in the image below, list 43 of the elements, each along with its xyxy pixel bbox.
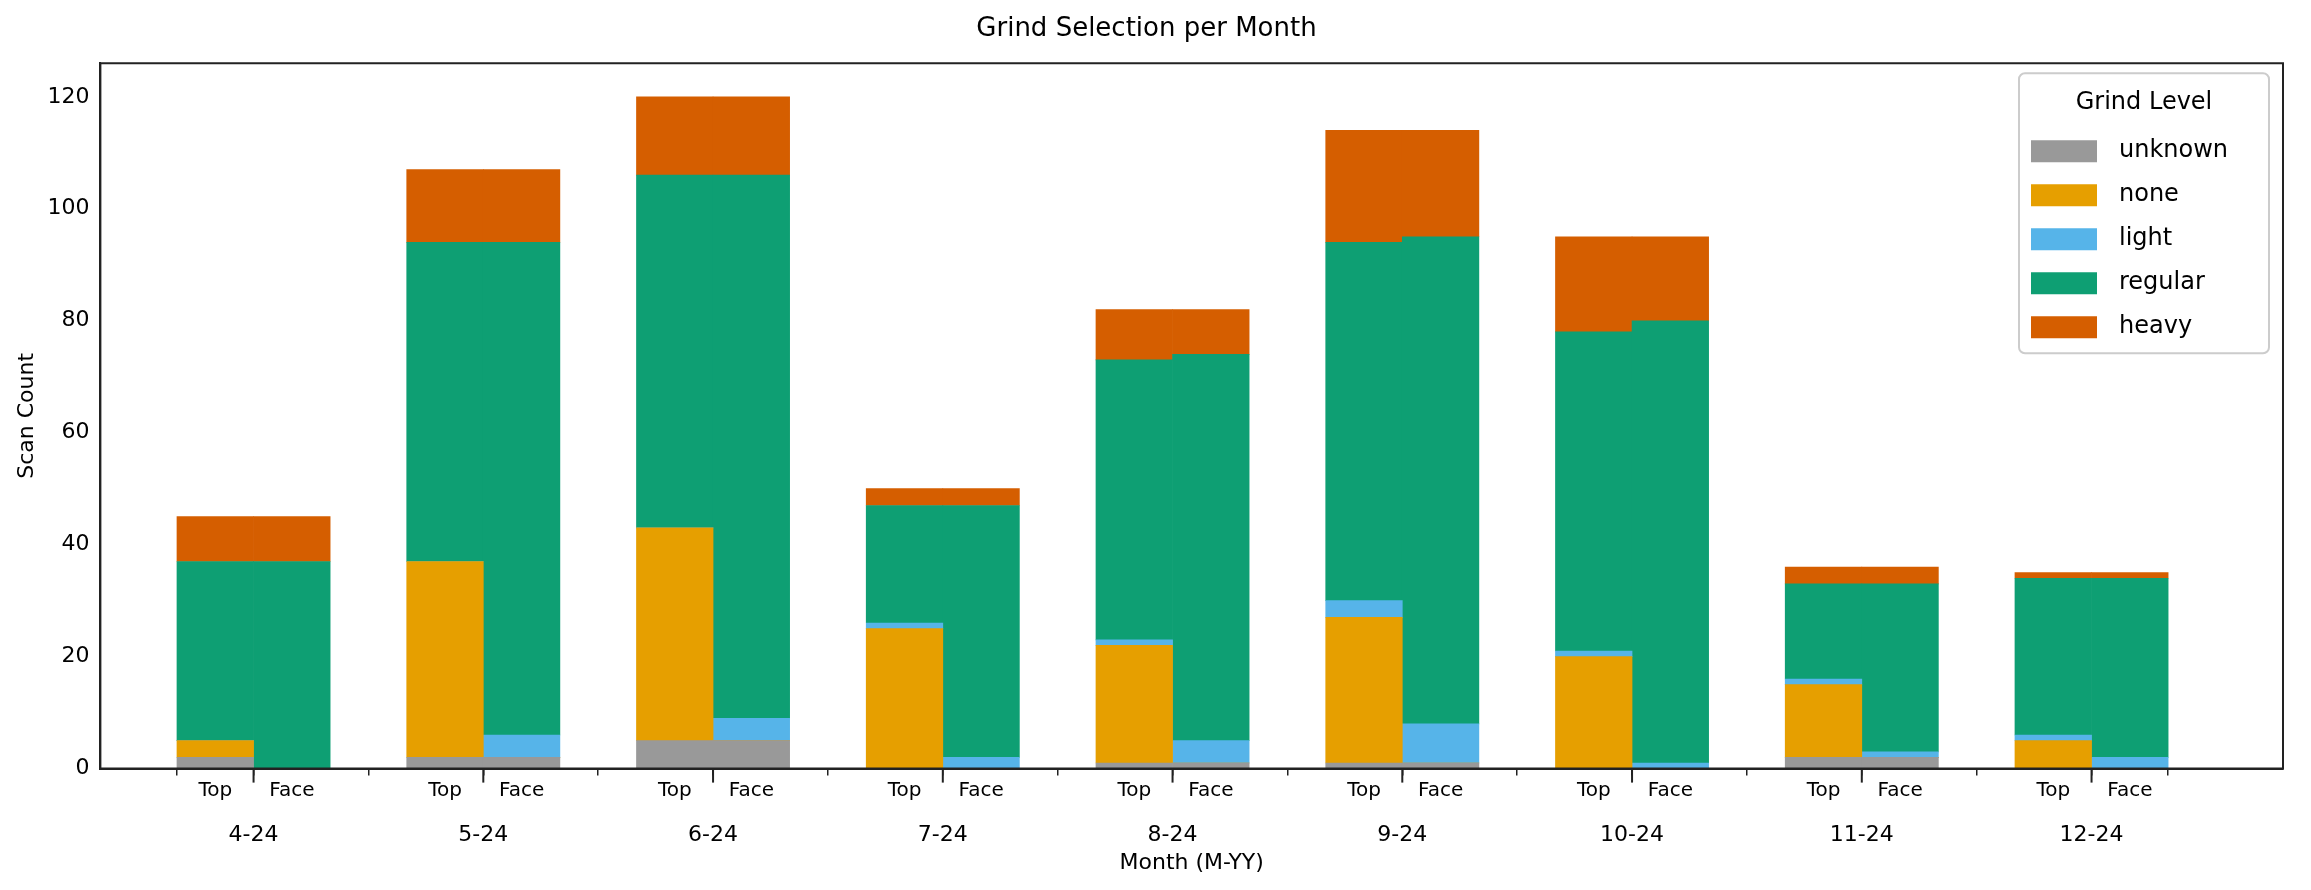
legend-label: regular <box>2119 267 2205 296</box>
legend-label: unknown <box>2119 135 2229 164</box>
text: 11-24 <box>1829 821 1894 847</box>
y-tick-label: 0 <box>75 754 90 780</box>
x-tick-label: Face <box>958 776 1004 801</box>
y-tick-label: 100 <box>47 194 90 220</box>
text: 6-24 <box>688 821 739 847</box>
x-tick-label: Face <box>1647 776 1693 801</box>
text: 9-24 <box>1377 821 1428 847</box>
x-tick-label: Top <box>1805 776 1841 801</box>
x-tick-label: Face <box>1188 776 1234 801</box>
legend-label: none <box>2119 179 2179 208</box>
x-tick-label: Top <box>197 776 233 801</box>
x-tick-label: Top <box>1575 776 1611 801</box>
y-tick-label: 20 <box>61 642 90 668</box>
x-tick-label: Face <box>728 776 774 801</box>
x-tick-label: Face <box>2107 776 2153 801</box>
legend-title: Grind Level <box>2075 87 2213 116</box>
x-tick-label: Top <box>886 776 922 801</box>
x-tick-label: Top <box>1346 776 1381 801</box>
text: 7-24 <box>917 821 968 847</box>
y-tick-label: 80 <box>61 306 90 332</box>
legend-label: light <box>2119 223 2173 252</box>
text: 4-24 <box>228 821 279 847</box>
y-axis-title: Scan Count <box>12 352 38 479</box>
chart-title: Grind Selection per Month <box>976 12 1317 43</box>
legend-label: heavy <box>2119 311 2193 340</box>
x-tick-label: Top <box>1116 776 1152 801</box>
x-tick-label: Top <box>656 776 692 801</box>
y-tick-label: 40 <box>61 530 90 556</box>
x-tick-label: Top <box>2035 776 2071 801</box>
x-axis-title: Month (M-YY) <box>1119 848 1264 874</box>
x-tick-label: Top <box>427 776 462 801</box>
text: 10-24 <box>1600 821 1665 847</box>
text: 5-24 <box>458 821 509 847</box>
x-tick-label: Face <box>498 776 545 801</box>
x-tick-label: Face <box>269 776 315 801</box>
x-tick-label: Face <box>1877 776 1923 801</box>
text: 12-24 <box>2059 821 2124 847</box>
text: 8-24 <box>1147 821 1198 847</box>
y-tick-label: 120 <box>47 82 90 108</box>
y-tick-label: 60 <box>61 418 90 444</box>
x-tick-label: Face <box>1417 776 1464 801</box>
